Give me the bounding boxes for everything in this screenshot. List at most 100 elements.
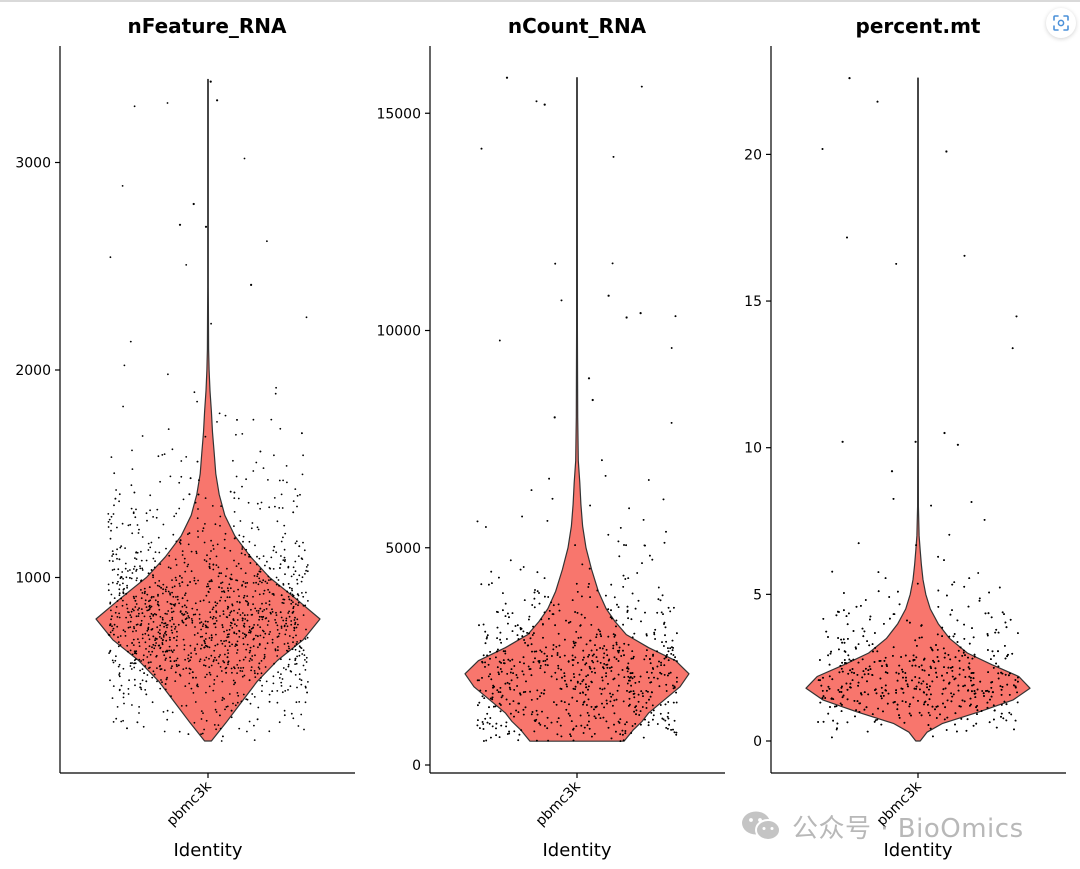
data-point xyxy=(207,590,210,593)
data-point xyxy=(217,662,220,665)
data-point xyxy=(215,659,218,662)
data-point xyxy=(172,610,175,613)
data-point xyxy=(267,575,270,578)
data-point xyxy=(282,602,285,604)
data-point xyxy=(135,615,138,618)
data-point xyxy=(653,631,656,634)
data-point xyxy=(1004,645,1006,647)
data-point xyxy=(293,627,296,630)
data-point xyxy=(578,673,581,676)
data-point xyxy=(244,656,247,659)
data-point xyxy=(123,364,126,367)
data-point xyxy=(191,607,194,610)
data-point xyxy=(860,692,862,695)
data-point xyxy=(107,589,110,592)
data-point xyxy=(667,727,669,730)
data-point xyxy=(215,604,217,607)
data-point xyxy=(169,656,172,659)
data-point xyxy=(203,541,206,544)
data-point xyxy=(214,708,217,711)
data-point xyxy=(246,698,249,701)
data-point xyxy=(586,712,589,714)
data-point xyxy=(168,645,171,648)
data-point xyxy=(147,626,150,629)
data-point xyxy=(573,676,576,678)
data-point xyxy=(649,662,652,665)
data-point xyxy=(183,604,186,607)
data-point xyxy=(674,656,676,659)
data-point xyxy=(596,589,599,592)
data-point xyxy=(277,646,279,648)
data-point xyxy=(622,739,625,742)
data-point xyxy=(240,552,243,555)
data-point xyxy=(136,721,139,724)
data-point xyxy=(871,713,874,715)
data-point xyxy=(670,347,673,349)
data-point xyxy=(659,599,662,602)
data-point xyxy=(626,609,629,612)
data-point xyxy=(922,680,925,683)
data-point xyxy=(212,544,215,547)
data-point xyxy=(114,611,117,614)
top-border xyxy=(0,0,1080,2)
data-point xyxy=(674,315,677,318)
data-point xyxy=(241,548,244,550)
data-point xyxy=(230,709,233,712)
data-point xyxy=(637,700,640,703)
data-point xyxy=(828,687,831,690)
data-point xyxy=(296,582,299,585)
data-point xyxy=(523,599,526,601)
data-point xyxy=(835,705,838,708)
data-point xyxy=(121,604,124,607)
data-point xyxy=(159,646,162,649)
data-point xyxy=(920,664,923,667)
data-point xyxy=(581,563,584,566)
data-point xyxy=(252,595,254,598)
data-point xyxy=(519,692,521,695)
data-point xyxy=(560,668,562,671)
data-point xyxy=(150,596,153,599)
data-point xyxy=(512,700,515,702)
data-point xyxy=(298,654,301,657)
data-point xyxy=(485,690,487,692)
data-point xyxy=(288,647,290,650)
data-point xyxy=(821,697,824,699)
wechat-icon xyxy=(742,811,781,841)
data-point xyxy=(548,617,550,620)
data-point xyxy=(133,678,136,681)
data-point xyxy=(202,623,205,625)
data-point xyxy=(593,653,595,656)
data-point xyxy=(141,569,144,571)
data-point xyxy=(901,668,903,671)
data-point xyxy=(127,570,129,572)
data-point xyxy=(196,643,199,646)
data-point xyxy=(131,468,134,470)
data-point xyxy=(248,540,251,543)
data-point xyxy=(133,626,135,628)
data-point xyxy=(141,435,144,437)
data-point xyxy=(930,504,932,507)
data-point xyxy=(278,721,281,724)
data-point xyxy=(937,606,940,608)
data-point xyxy=(165,590,167,593)
data-point xyxy=(162,588,165,591)
data-point xyxy=(302,541,304,544)
data-point xyxy=(290,712,293,715)
data-point xyxy=(546,655,548,657)
data-point xyxy=(110,529,112,532)
data-point xyxy=(184,658,187,661)
data-point xyxy=(176,595,179,598)
data-point xyxy=(861,627,864,630)
data-point xyxy=(665,530,667,533)
data-point xyxy=(639,675,642,678)
data-point xyxy=(221,626,224,629)
data-point xyxy=(203,664,205,667)
data-point xyxy=(228,641,231,644)
scan-button[interactable] xyxy=(1046,8,1076,38)
data-point xyxy=(301,558,304,560)
data-point xyxy=(258,615,261,618)
data-point xyxy=(194,647,196,650)
data-point xyxy=(118,688,121,691)
data-point xyxy=(228,614,231,617)
data-point xyxy=(147,661,150,664)
